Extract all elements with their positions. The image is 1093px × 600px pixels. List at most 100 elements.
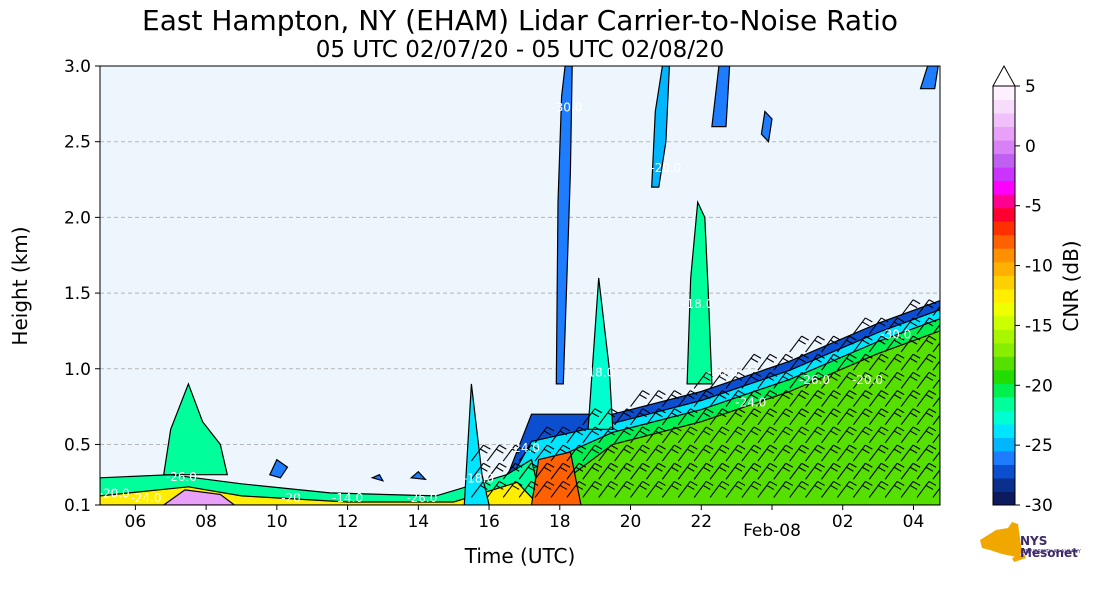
contour-label: -18.0 [682,297,713,311]
wind-barb [757,353,778,371]
wind-barb [852,335,873,353]
wind-barb [630,408,650,426]
wind-barb [932,323,940,335]
wind-barb [598,462,618,480]
wind-barb [932,487,940,498]
wind-barb [836,353,857,371]
wind-barb [836,444,857,462]
wind-barb [852,390,873,407]
colorbar-swatch [993,491,1015,506]
x-tick-label: 02 [832,512,854,532]
x-tick-label: Feb-08 [743,521,801,541]
wind-barb [677,426,698,444]
wind-barb [836,462,857,480]
wind-barb [566,426,587,444]
wind-barb [884,462,905,480]
wind-barb [805,480,825,498]
colorbar-swatch [993,207,1015,222]
y-tick-label: 1.0 [64,360,91,380]
wind-barb [773,462,794,480]
colorbar-swatch [993,396,1015,411]
wind-barb [661,480,682,498]
wind-barb [836,408,857,426]
contour-label: -26.0 [166,470,197,484]
wind-barb [900,408,921,426]
wind-barb [582,480,603,498]
contour-label: -24.0 [509,441,540,455]
colorbar-swatch [993,356,1015,371]
contour-label: -20 [281,491,301,505]
y-tick-label: 2.5 [64,133,91,153]
wind-barb [821,371,841,389]
colorbar-swatch [993,86,1015,101]
wind-barb [932,359,940,371]
x-tick-label: 18 [549,512,571,532]
colorbar-swatch [993,315,1015,330]
colorbar-swatch [993,261,1015,276]
cloud-streak [555,66,573,385]
colorbar-swatch [993,288,1015,303]
wind-barb [868,317,889,335]
cloud-puff-2 [760,110,773,144]
colorbar-swatch [993,342,1015,357]
wind-barb [805,426,825,444]
contour-label: -26.0 [799,373,830,387]
wind-barb [836,390,857,407]
wind-barb [757,480,778,498]
wind-barb [757,390,778,407]
wind-barb [502,462,523,480]
contour-label: -20.0 [650,161,681,175]
wind-barb [852,408,873,426]
wind-barb [916,317,937,335]
wind-barb [741,426,762,444]
wind-barb [693,444,714,462]
wind-barb [566,444,587,462]
wind-barb [868,444,889,462]
wind-barb [709,462,730,480]
wind-barb [900,426,921,444]
wind-barb [884,480,905,498]
x-tick-label: 08 [195,512,217,532]
wind-barb [852,371,873,389]
wind-barb [805,335,825,353]
wind-barb [534,444,555,462]
haze-cell-2 [370,473,385,482]
wind-barb [693,462,714,480]
wind-barb [821,335,841,353]
colorbar-swatch [993,423,1015,438]
wind-barb [677,390,698,407]
wind-barb [900,444,921,462]
x-tick-label: 22 [690,512,712,532]
wind-barb [709,371,730,389]
wind-barb [852,480,873,498]
wind-barb [836,426,857,444]
wind-barb [900,371,921,389]
colorbar-swatch [993,369,1015,384]
wind-barb [821,353,841,371]
wind-barb [868,371,889,389]
wind-barb [916,390,937,407]
wind-barb [741,371,762,389]
wind-barb [757,371,778,389]
wind-barb [868,408,889,426]
cloud-puff-3 [919,66,939,90]
y-tick-label: 0.1 [64,496,91,516]
wind-barb [916,426,937,444]
wind-barb [486,480,507,498]
wind-barb [773,390,794,407]
colorbar-swatch [993,450,1015,465]
wind-barb [932,414,940,426]
wind-barb [582,444,603,462]
wind-barb [757,462,778,480]
wind-barb [805,462,825,480]
wind-barb [932,341,940,353]
wind-barb [741,462,762,480]
wind-barb [821,444,841,462]
wind-barb [582,408,603,426]
y-tick-label: 2.0 [64,208,91,228]
wind-barb [502,480,523,498]
wind-barb [821,462,841,480]
wind-barb [884,426,905,444]
wind-barb [725,371,746,389]
aerosol-plume [163,382,229,476]
